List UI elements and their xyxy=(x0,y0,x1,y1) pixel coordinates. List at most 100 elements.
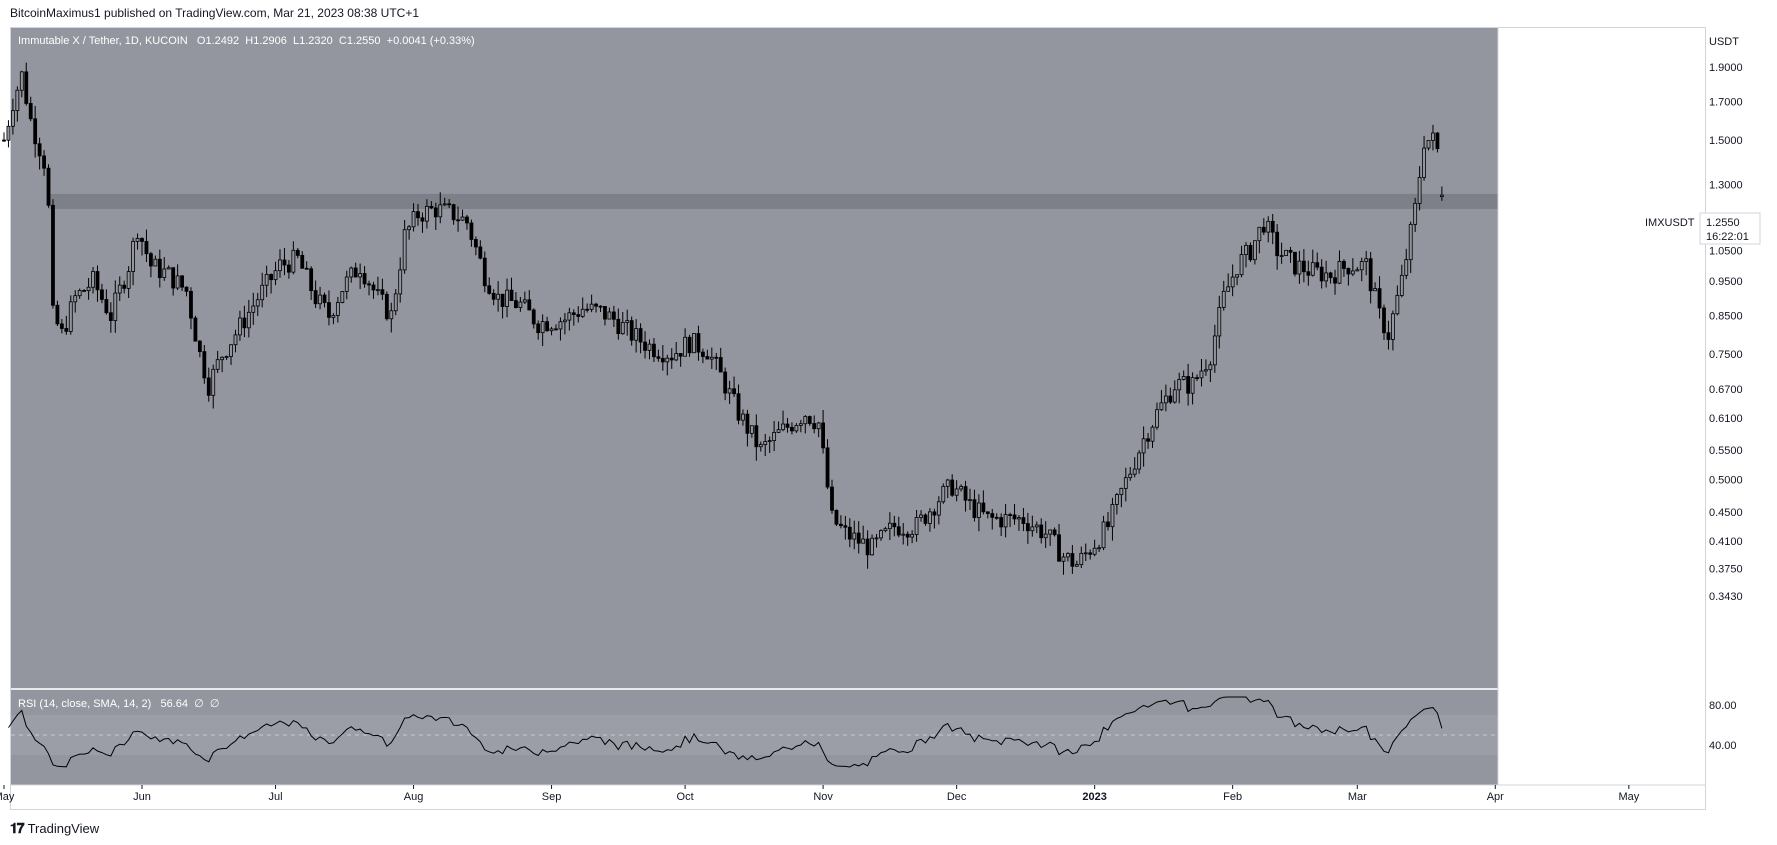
candle-body xyxy=(144,241,149,255)
time-axis: May Jun Jul Aug Sep Oct Nov Dec 2023 Feb Mar Apr May xyxy=(0,785,1640,803)
candle-body xyxy=(936,501,941,516)
candle-body xyxy=(451,204,456,221)
candle-body xyxy=(1048,529,1053,535)
candle-body xyxy=(847,526,852,540)
chart-frame[interactable] xyxy=(10,27,1706,810)
candle-body xyxy=(389,310,394,320)
candle-body xyxy=(732,388,736,395)
candle-body xyxy=(527,299,532,311)
candle-body xyxy=(1110,504,1115,528)
candle-body xyxy=(1097,547,1101,550)
candle-body xyxy=(500,293,505,307)
candle-body xyxy=(558,321,563,330)
candle-body xyxy=(1025,523,1030,532)
candle-body xyxy=(839,523,843,527)
candle-body xyxy=(834,509,839,525)
open-label: O xyxy=(196,35,206,47)
candle-body xyxy=(1141,438,1146,454)
candle-body xyxy=(1248,245,1253,261)
candle-body xyxy=(990,513,995,518)
candle-body xyxy=(652,343,656,358)
candle-body xyxy=(887,522,892,530)
high-value: 1.2906 xyxy=(253,35,287,47)
candle-body xyxy=(1301,260,1306,273)
candle-body xyxy=(1074,564,1079,567)
candle-body xyxy=(754,425,759,448)
change-value: +0.0041 (+0.33%) xyxy=(386,35,475,47)
candle-body xyxy=(714,356,719,359)
candle-body xyxy=(233,334,238,346)
candle-body xyxy=(785,423,790,428)
candle-body xyxy=(669,357,674,361)
candle-body xyxy=(879,530,883,539)
candle-body xyxy=(545,321,549,332)
candle-body xyxy=(892,522,897,528)
rsi-extra-2: ∅ xyxy=(209,698,220,710)
candle-body xyxy=(313,290,318,305)
candle-body xyxy=(981,502,986,513)
candle-body xyxy=(215,359,220,370)
candle-body xyxy=(108,312,113,321)
candle-body xyxy=(1373,288,1377,292)
candle-body xyxy=(1172,389,1177,403)
candle-body xyxy=(131,240,135,272)
candle-body xyxy=(1386,332,1391,340)
candle-body xyxy=(865,538,870,556)
candle-body xyxy=(68,301,73,332)
candle-body xyxy=(1337,260,1342,284)
candle-body xyxy=(509,289,514,301)
candle-body xyxy=(340,291,345,303)
candle-body xyxy=(15,89,20,112)
candle-body xyxy=(687,336,692,354)
candle-body xyxy=(153,258,158,267)
candle-body xyxy=(678,353,683,357)
candle-body xyxy=(745,413,750,434)
candle-body xyxy=(149,253,153,267)
candle-body xyxy=(950,479,955,496)
candle-body xyxy=(269,274,273,281)
candle-body xyxy=(33,118,38,145)
candle-body xyxy=(295,249,300,256)
candle-body xyxy=(1217,307,1222,337)
price-tick-label: 0.5000 xyxy=(1709,475,1743,487)
candle-body xyxy=(905,533,910,538)
candle-body xyxy=(1368,258,1373,292)
candle-body xyxy=(1355,269,1360,272)
candle-body xyxy=(683,336,687,357)
symbol-title[interactable]: Immutable X / Tether, 1D, KUCOIN xyxy=(18,35,188,47)
candle-body xyxy=(736,393,741,421)
footer-brand[interactable]: TradingView xyxy=(27,821,100,836)
rsi-title[interactable]: RSI (14, close, SMA, 14, 2) xyxy=(18,698,152,710)
candle-body xyxy=(95,271,100,291)
price-tick-label: 1.9000 xyxy=(1709,62,1743,74)
candle-body xyxy=(812,423,817,430)
candle-body xyxy=(620,322,625,335)
candle-body xyxy=(1417,177,1422,204)
price-axis-unit: USDT xyxy=(1709,36,1739,48)
time-tick-label: Jul xyxy=(269,791,283,803)
candle-body xyxy=(611,311,616,320)
price-tick-label: 1.5000 xyxy=(1709,135,1743,147)
candle-body xyxy=(580,308,585,317)
candle-body xyxy=(709,356,714,360)
candle-body xyxy=(157,258,162,279)
candle-body xyxy=(536,323,541,334)
candle-body xyxy=(473,239,478,248)
candle-body xyxy=(643,341,647,351)
candle-body xyxy=(585,308,590,311)
candle-body xyxy=(327,302,331,318)
candle-body xyxy=(781,423,785,431)
candle-body xyxy=(1239,254,1244,276)
candle-body xyxy=(629,320,634,341)
candle-body xyxy=(1288,249,1293,253)
candle-body xyxy=(1079,552,1084,566)
tradingview-logo-icon[interactable]: 𝟏𝟕 xyxy=(10,820,25,836)
candle-body xyxy=(790,426,794,432)
candle-body xyxy=(692,333,696,354)
time-tick-label: May xyxy=(0,791,15,803)
candle-body xyxy=(701,351,705,357)
price-tick-label: 0.9500 xyxy=(1709,276,1743,288)
candle-body xyxy=(576,314,581,317)
candle-body xyxy=(1279,255,1284,258)
